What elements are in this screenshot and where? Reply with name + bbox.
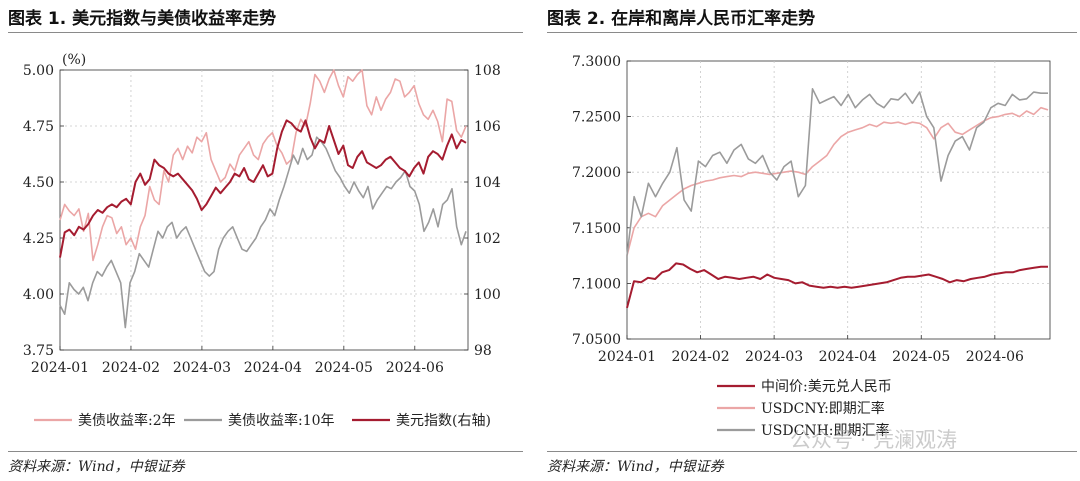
x-tick-label: 2024-06 — [386, 360, 444, 376]
right-title-rule — [547, 32, 1077, 33]
legend-label-1: USDCNY:即期汇率 — [761, 400, 885, 417]
y2-tick-label: 108 — [474, 63, 501, 79]
right-chart-title: 图表 2. 在岸和离岸人民币汇率走势 — [547, 9, 816, 29]
left-source: 资料来源：Wind，中银证券 — [8, 459, 185, 475]
y-tick-label: 4.00 — [23, 287, 54, 303]
y2-tick-label: 100 — [474, 287, 501, 303]
y-tick-label: 7.3000 — [572, 54, 621, 70]
left-chart: 3.75 4.00 4.25 4.50 4.75 5.00 98 100 102 104 106 10… — [23, 52, 501, 429]
y2-tick-label: 104 — [474, 175, 501, 191]
y2-tick-label: 98 — [474, 343, 492, 359]
series-line-2 — [59, 119, 467, 258]
y-tick-label: 4.50 — [23, 175, 54, 191]
x-tick-label: 2024-01 — [31, 360, 89, 376]
y-tick-label: 7.1500 — [572, 221, 621, 237]
x-tick-label: 2024-04 — [819, 349, 877, 365]
x-tick-label: 2024-01 — [598, 349, 656, 365]
left-chart-panel: 图表 1. 美元指数与美债收益率走势 3.75 4.00 4.25 4.50 4.75 5… — [0, 0, 523, 481]
y-tick-label: 7.2000 — [572, 165, 621, 181]
left-bottom-rule — [8, 451, 523, 452]
plot-frame — [626, 60, 1051, 340]
legend-label-1: 美债收益率:10年 — [228, 412, 335, 429]
y-tick-label: 7.2500 — [572, 110, 621, 126]
series-line-1 — [59, 136, 467, 329]
y-tick-label: 4.25 — [23, 231, 54, 247]
legend-label-2: USDCNH:即期汇率 — [761, 422, 890, 439]
x-tick-label: 2024-02 — [102, 360, 160, 376]
legend-label-2: 美元指数(右轴) — [396, 413, 491, 429]
y-tick-label: 5.00 — [23, 63, 54, 79]
series-line-1 — [626, 106, 1049, 256]
right-bottom-rule — [547, 451, 1077, 452]
right-chart: 7.0500 7.1000 7.1500 7.2000 7.2500 7.3000 2024… — [572, 54, 1051, 439]
x-tick-label: 2024-03 — [745, 349, 803, 365]
y-unit-label: (%) — [62, 52, 86, 68]
x-tick-label: 2024-05 — [315, 360, 373, 376]
watermark: 公众号 · 凭澜观涛 — [790, 428, 958, 452]
y-tick-label: 3.75 — [23, 343, 54, 359]
plot-frame — [59, 69, 469, 351]
x-tick-label: 2024-05 — [892, 349, 950, 365]
left-chart-title: 图表 1. 美元指数与美债收益率走势 — [8, 9, 277, 29]
x-tick-label: 2024-03 — [173, 360, 231, 376]
right-source: 资料来源：Wind，中银证券 — [547, 459, 724, 475]
legend-label-0: 中间价:美元兑人民币 — [761, 379, 892, 395]
x-tick-label: 2024-06 — [966, 349, 1024, 365]
x-tick-label: 2024-02 — [671, 349, 729, 365]
legend-label-0: 美债收益率:2年 — [78, 412, 176, 429]
y-tick-label: 4.75 — [23, 119, 54, 135]
series-line-0 — [59, 69, 467, 262]
y2-tick-label: 106 — [474, 119, 501, 135]
series-line-2 — [626, 87, 1048, 256]
y2-tick-label: 102 — [474, 231, 501, 247]
y-tick-label: 7.1000 — [572, 276, 621, 292]
left-title-rule — [8, 32, 523, 33]
series-line-0 — [626, 262, 1048, 309]
y-tick-label: 7.0500 — [572, 332, 621, 348]
x-tick-label: 2024-04 — [244, 360, 302, 376]
right-chart-panel: 图表 2. 在岸和离岸人民币汇率走势 7.0500 7.1000 7.1500 7.2… — [545, 0, 1080, 481]
